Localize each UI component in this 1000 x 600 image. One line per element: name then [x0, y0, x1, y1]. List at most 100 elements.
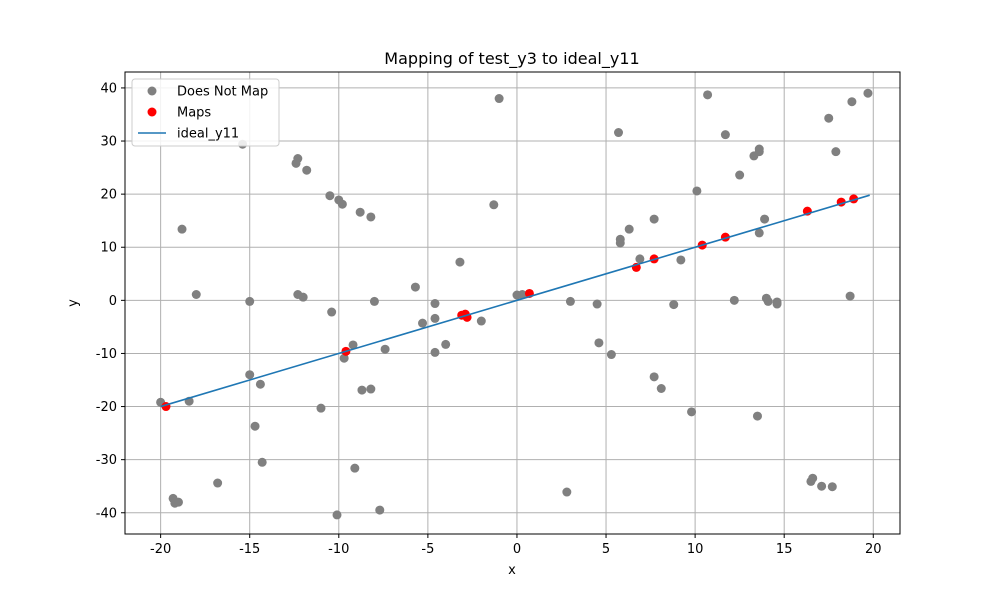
data-point	[348, 340, 358, 350]
data-point	[366, 212, 376, 222]
data-point	[703, 90, 713, 100]
data-point	[669, 300, 679, 310]
data-point	[245, 296, 255, 306]
y-axis: -40 -30 -20 -10 0 10 20 30 40	[96, 81, 125, 521]
chart-title: Mapping of test_y3 to ideal_y11	[384, 49, 639, 69]
data-point	[339, 353, 349, 363]
y-tick-label: -10	[96, 347, 117, 362]
y-axis-label: y	[66, 299, 81, 307]
data-point	[692, 186, 702, 196]
grid	[125, 72, 900, 534]
data-point	[250, 421, 260, 431]
data-point	[624, 224, 634, 234]
data-point	[763, 296, 773, 306]
legend-label: ideal_y11	[177, 127, 239, 142]
data-point	[845, 291, 855, 301]
data-point	[754, 147, 764, 157]
data-point	[173, 497, 183, 507]
x-tick-label: -15	[239, 542, 260, 557]
legend-box	[131, 78, 280, 147]
data-point	[649, 214, 659, 224]
data-point	[594, 338, 604, 348]
data-point	[735, 170, 745, 180]
x-tick-label: 15	[776, 542, 793, 557]
data-point	[676, 255, 686, 265]
y-tick-label: -20	[96, 400, 117, 415]
x-tick-label: 0	[513, 542, 521, 557]
data-point	[302, 165, 312, 175]
plot-frame	[124, 71, 901, 535]
data-point	[430, 313, 440, 323]
plot-area	[156, 88, 873, 520]
data-point	[316, 403, 326, 413]
data-point	[517, 290, 527, 300]
legend: Does Not Map Maps ideal_y11	[131, 78, 280, 147]
data-point	[649, 372, 659, 382]
data-point	[441, 339, 451, 349]
data-point	[245, 370, 255, 380]
data-point	[293, 154, 303, 164]
x-axis-label: x	[508, 563, 516, 578]
data-point	[824, 113, 834, 123]
data-point	[729, 295, 739, 305]
data-point	[606, 350, 616, 360]
data-point	[656, 383, 666, 393]
data-point	[562, 487, 572, 497]
data-point	[565, 296, 575, 306]
data-point	[847, 97, 857, 107]
data-point	[863, 88, 873, 98]
data-point	[257, 457, 267, 467]
data-point	[635, 254, 645, 264]
data-point	[191, 290, 201, 300]
data-point	[418, 318, 428, 328]
y-tick-label: 10	[100, 241, 117, 256]
data-point	[213, 478, 223, 488]
y-tick-label: 40	[100, 81, 117, 96]
data-point	[489, 200, 499, 210]
data-point	[350, 463, 360, 473]
data-point	[494, 94, 504, 104]
data-point	[375, 505, 385, 515]
x-tick-label: 10	[687, 542, 704, 557]
data-point	[687, 407, 697, 417]
x-tick-label: 5	[602, 542, 610, 557]
y-tick-label: 0	[109, 294, 117, 309]
data-point	[615, 238, 625, 248]
y-tick-label: 30	[100, 135, 117, 150]
data-point	[430, 299, 440, 309]
data-point	[754, 228, 764, 238]
data-point	[357, 385, 367, 395]
series-line-ideal-y11	[160, 194, 870, 408]
data-point	[298, 292, 308, 302]
data-point	[760, 214, 770, 224]
data-point	[827, 482, 837, 492]
data-point	[366, 384, 376, 394]
legend-label: Maps	[177, 106, 211, 121]
x-tick-label: -20	[150, 542, 171, 557]
x-axis: -20 -15 -10 -5 0 5 10 15 20	[150, 534, 882, 557]
data-point	[325, 191, 335, 201]
x-tick-label: -10	[328, 542, 349, 557]
data-point	[817, 481, 827, 491]
x-tick-label: -5	[421, 542, 434, 557]
data-point	[476, 316, 486, 326]
data-point	[614, 128, 624, 138]
data-point	[369, 296, 379, 306]
data-point	[337, 199, 347, 209]
data-point	[455, 257, 465, 267]
data-point	[410, 282, 420, 292]
data-point	[752, 411, 762, 421]
x-tick-label: 20	[865, 542, 882, 557]
data-point	[831, 147, 841, 157]
legend-label: Does Not Map	[177, 85, 268, 100]
data-point	[430, 347, 440, 357]
data-point	[327, 307, 337, 317]
data-point	[808, 473, 818, 483]
series-does-not-map	[156, 88, 873, 520]
y-tick-label: 20	[100, 188, 117, 203]
y-tick-label: -40	[96, 506, 117, 521]
y-tick-label: -30	[96, 453, 117, 468]
data-point	[177, 224, 187, 234]
data-point	[592, 299, 602, 309]
